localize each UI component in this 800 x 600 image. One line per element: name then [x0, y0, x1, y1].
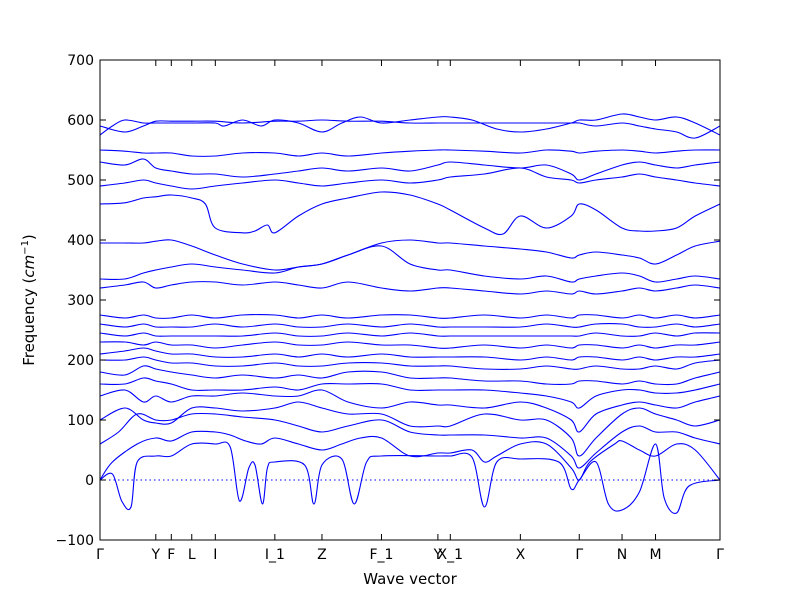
band-line-18	[99, 167, 721, 190]
band-line-13	[99, 314, 721, 319]
band-line-7	[99, 365, 721, 386]
series-layer	[99, 113, 721, 514]
band-line-22	[99, 119, 721, 139]
y-axis-title-text: Frequency (	[20, 278, 38, 366]
y-tick-label: 600	[67, 113, 94, 129]
y-axis-title-exponent: −1	[20, 240, 31, 255]
y-tick-label: 200	[67, 353, 94, 369]
x-tick-label-8: F_1	[369, 547, 393, 563]
y-axis-title-close: )	[20, 234, 38, 240]
band-line-10	[99, 341, 721, 349]
x-tick-label-5: I	[213, 547, 217, 563]
x-tick-label-3: F	[167, 547, 175, 563]
y-axis-title: Frequency (cm−1)	[20, 234, 38, 366]
band-line-20	[99, 149, 721, 157]
x-tick-label-12: Γ	[575, 547, 583, 563]
y-tick-label: 400	[67, 233, 94, 249]
x-tick-label-14: M	[649, 547, 661, 563]
plot-frame	[99, 59, 721, 541]
band-line-9	[99, 347, 721, 361]
y-tick-label: −100	[56, 533, 94, 549]
y-tick-label: 500	[67, 173, 94, 189]
y-tick-label: 700	[67, 53, 94, 69]
y-tick-label: 300	[67, 293, 94, 309]
x-ticks: Γ Y F L I I_1 Z F_1 YX_1 X Γ N M Γ	[96, 60, 724, 563]
band-line-12	[99, 323, 721, 328]
x-axis-title: Wave vector	[363, 570, 457, 588]
x-tick-label-1: Γ	[96, 547, 104, 563]
band-line-4	[99, 401, 721, 457]
x-tick-label-4: L	[188, 547, 196, 563]
y-tick-label: 0	[85, 473, 94, 489]
x-tick-label-7: Z	[317, 547, 327, 563]
band-line-3	[99, 412, 721, 469]
y-axis-title-unit: cm	[20, 255, 38, 278]
band-line-5	[99, 389, 721, 433]
x-tick-label-13: N	[617, 547, 627, 563]
x-tick-label-9: Y	[433, 547, 443, 563]
x-tick-label-10: X_1	[438, 547, 464, 563]
x-tick-label-15: Γ	[716, 547, 724, 563]
y-tick-label: 100	[67, 413, 94, 429]
band-line-17	[99, 191, 721, 236]
band-line-1	[99, 441, 721, 514]
y-ticks: −100 0 100 200 300 400 500 600 700	[56, 53, 720, 549]
band-line-2	[99, 430, 721, 481]
x-tick-label-11: X	[516, 547, 526, 563]
band-line-21	[99, 113, 721, 136]
band-line-15	[99, 245, 721, 283]
band-line-11	[99, 332, 721, 337]
band-line-19	[99, 158, 721, 181]
band-line-6	[99, 377, 721, 409]
band-line-8	[99, 356, 721, 370]
x-tick-label-6: I_1	[265, 547, 285, 563]
band-line-14	[99, 281, 721, 295]
band-line-16	[100, 239, 721, 271]
x-tick-label-2: Y	[151, 547, 161, 563]
